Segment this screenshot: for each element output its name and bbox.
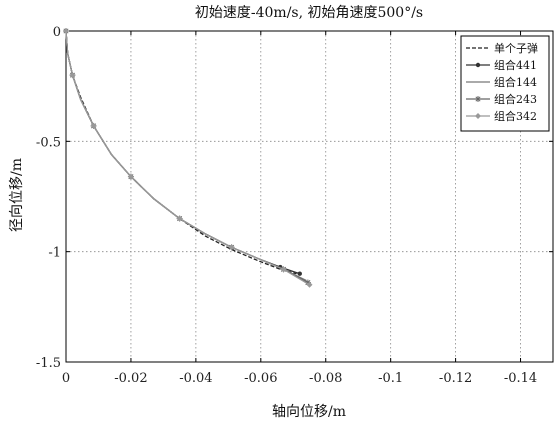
x-tick-label: -0.1 — [378, 371, 403, 386]
series-point — [90, 122, 97, 129]
chart-title: 初始速度-40m/s, 初始角速度500°/s — [195, 4, 423, 21]
y-tick-label: -0.5 — [36, 135, 61, 150]
legend-box — [460, 35, 550, 132]
plot-area-frame — [65, 30, 554, 363]
x-tick-label: -0.14 — [504, 371, 537, 386]
grid — [66, 31, 553, 362]
x-tick-label: -0.04 — [179, 371, 212, 386]
series-2 — [63, 28, 302, 276]
series-point — [127, 173, 134, 180]
series-line — [65, 30, 307, 281]
series-line — [65, 30, 309, 284]
x-tick-label: -0.08 — [309, 371, 342, 386]
series-point — [280, 266, 287, 273]
series-group — [63, 28, 313, 288]
series-line — [65, 30, 297, 275]
x-tick-label: -0.06 — [244, 371, 277, 386]
series-4 — [63, 28, 311, 286]
axis-ticks: 0 -0.02 -0.04 -0.06 -0.08 -0.1 -0.12 -0.14 0 -0.5… — [36, 25, 553, 386]
series-point — [69, 72, 76, 79]
series-5 — [63, 28, 313, 288]
series-3 — [65, 30, 307, 281]
x-tick-label: 0 — [62, 371, 70, 386]
series-line — [65, 30, 310, 286]
x-tick-label: -0.02 — [114, 371, 147, 386]
y-axis-title: 径向位移/m — [9, 158, 25, 232]
series-point — [63, 28, 69, 34]
legend-label: 组合441 — [494, 58, 537, 72]
legend-label: 组合243 — [494, 92, 537, 106]
legend-label: 单个子弹 — [494, 41, 538, 55]
x-axis-title: 轴向位移/m — [272, 404, 346, 420]
series-1 — [65, 30, 297, 275]
series-line — [65, 30, 301, 275]
y-tick-label: -1.5 — [36, 356, 61, 371]
series-point — [297, 271, 302, 276]
x-tick-label: -0.12 — [439, 371, 472, 386]
legend-swatch-marker — [475, 113, 481, 119]
series-point — [176, 215, 183, 222]
series-point — [306, 281, 313, 288]
legend-label: 组合144 — [494, 75, 537, 89]
series-point — [228, 244, 235, 251]
y-tick-label: -1 — [48, 246, 61, 261]
legend-swatch-marker — [475, 96, 481, 102]
legend-swatch-marker — [475, 62, 481, 68]
legend-label: 组合342 — [494, 109, 537, 123]
y-tick-label: 0 — [53, 25, 61, 40]
